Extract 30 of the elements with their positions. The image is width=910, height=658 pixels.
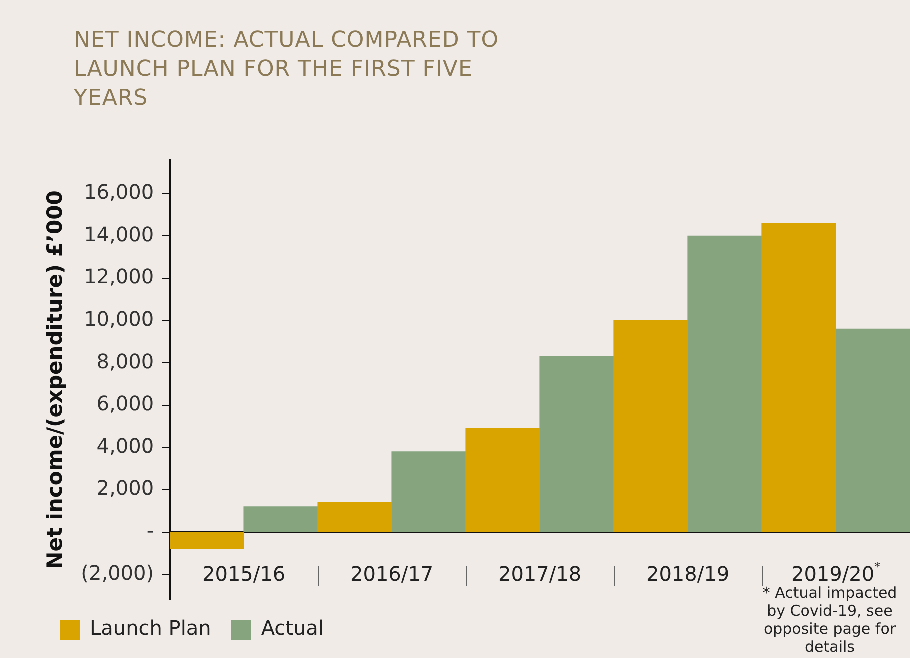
y-tick-label: 16,000: [84, 180, 154, 204]
y-tick-label: 12,000: [84, 264, 154, 289]
bar: [762, 223, 836, 532]
bar: [318, 502, 392, 532]
y-axis-title: Net income/(expenditure) £’000: [43, 190, 68, 570]
bar: [614, 320, 688, 532]
bar: [466, 428, 540, 532]
y-tick-label: -: [146, 518, 154, 543]
bar: [392, 452, 466, 532]
x-tick-label: 2017/18: [498, 562, 582, 586]
y-tick-label: (2,000): [81, 560, 154, 585]
y-tick-label: 2,000: [96, 476, 154, 500]
y-tick-label: 10,000: [84, 306, 154, 331]
x-tick-label: 2015/16: [202, 562, 286, 586]
x-tick-label: 2016/17: [350, 562, 434, 586]
x-tick-label: 2019/20*: [791, 560, 881, 586]
y-tick-label: 8,000: [96, 349, 154, 374]
y-tick-label: 6,000: [96, 392, 154, 416]
chart-title: NET INCOME: ACTUAL COMPARED TO LAUNCH PLAN FOR THE FIRST FIVE YEARS: [74, 27, 500, 113]
y-tick-label: 14,000: [84, 222, 154, 246]
bar: [688, 236, 762, 532]
bar: [540, 356, 614, 532]
x-tick-label: 2018/19: [646, 562, 730, 586]
legend-label: Launch Plan: [90, 616, 212, 640]
bar: [244, 506, 318, 532]
annotation: * Actual impacted by Covid-19, see opposite page for details: [762, 584, 898, 656]
legend-label: Actual: [261, 616, 324, 640]
bar: [170, 532, 244, 550]
y-tick-label: 4,000: [96, 434, 154, 458]
bar: [836, 328, 910, 532]
